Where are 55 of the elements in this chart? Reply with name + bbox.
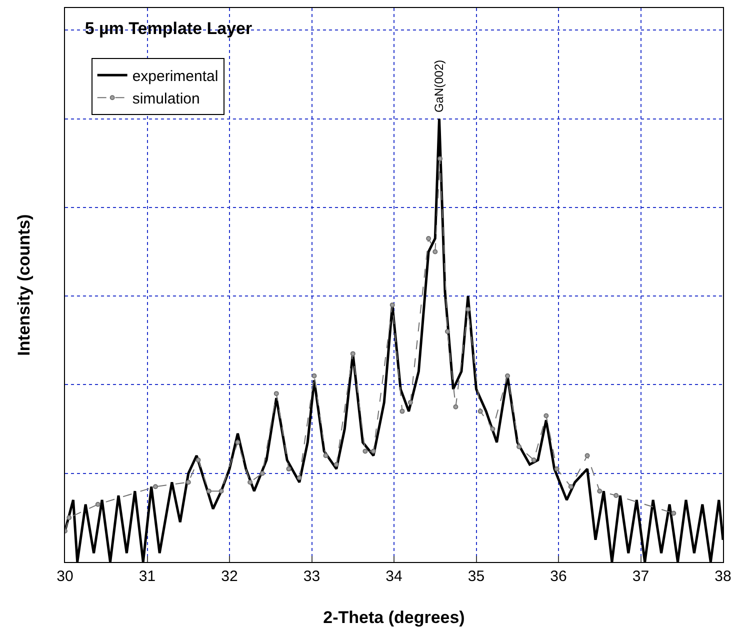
point	[248, 480, 253, 485]
x-tick-label: 33	[303, 568, 320, 585]
point	[196, 458, 201, 463]
point	[444, 329, 450, 334]
point	[218, 488, 224, 494]
y-axis-title: Intensity (counts)	[14, 214, 34, 356]
x-tick-label: 38	[714, 568, 732, 585]
point	[152, 484, 158, 490]
point	[426, 236, 432, 241]
legend-label: simulation	[132, 90, 200, 108]
point	[274, 391, 279, 396]
point	[296, 475, 302, 480]
point	[362, 448, 368, 454]
point	[490, 426, 496, 432]
x-tick-label: 30	[56, 568, 74, 585]
chart-title: 5 µm Template Layer	[84, 19, 253, 38]
x-axis-title: 2-Theta (degrees)	[323, 608, 465, 627]
annotation: GaN(002)	[432, 60, 446, 113]
point	[350, 351, 356, 356]
x-tick-label: 37	[632, 568, 650, 585]
point	[597, 488, 602, 494]
point	[206, 488, 212, 494]
point	[334, 462, 339, 467]
point	[408, 400, 413, 405]
point	[312, 373, 317, 378]
point	[66, 515, 72, 520]
point	[544, 413, 549, 418]
point	[614, 493, 619, 498]
x-tick-label: 32	[221, 568, 238, 585]
point	[516, 444, 522, 450]
point	[505, 373, 510, 378]
point	[186, 480, 191, 485]
point	[671, 510, 676, 516]
point	[466, 306, 471, 312]
point	[235, 440, 240, 445]
point	[584, 453, 590, 458]
point	[438, 156, 443, 162]
point	[95, 502, 100, 507]
x-tick-label: 34	[386, 568, 402, 585]
point	[531, 458, 536, 463]
point	[323, 453, 328, 458]
point	[568, 484, 574, 490]
point	[370, 448, 376, 454]
legend-label: experimental	[132, 68, 218, 85]
point	[432, 249, 438, 254]
point	[554, 466, 560, 472]
point	[478, 408, 483, 414]
x-tick-label: 36	[550, 568, 567, 585]
point	[400, 408, 405, 414]
point	[286, 466, 292, 472]
point	[260, 470, 265, 476]
x-tick-label: 35	[468, 568, 485, 585]
x-tick-label: 31	[138, 568, 156, 585]
point	[453, 404, 458, 410]
point	[390, 302, 395, 308]
